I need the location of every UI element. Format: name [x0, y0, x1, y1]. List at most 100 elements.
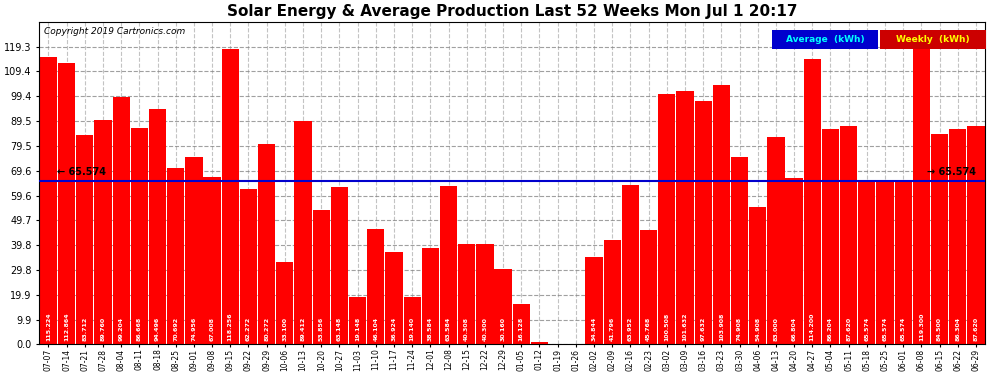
Text: 94.496: 94.496: [155, 316, 160, 340]
Text: 84.500: 84.500: [938, 316, 942, 340]
Bar: [331, 187, 348, 344]
Bar: [949, 129, 966, 344]
Bar: [822, 129, 840, 344]
Text: 53.856: 53.856: [319, 316, 324, 340]
Text: 74.956: 74.956: [191, 316, 196, 340]
Text: 46.104: 46.104: [373, 316, 378, 340]
Text: 62.272: 62.272: [246, 316, 250, 340]
Text: 112.864: 112.864: [64, 312, 69, 340]
Bar: [880, 30, 986, 49]
Bar: [58, 63, 75, 344]
Bar: [622, 185, 640, 344]
Text: 67.008: 67.008: [210, 316, 215, 340]
Bar: [731, 158, 748, 344]
Bar: [695, 101, 712, 344]
Text: 65.574: 65.574: [901, 316, 906, 340]
Bar: [476, 244, 494, 344]
Text: 45.768: 45.768: [646, 316, 651, 340]
Text: 63.952: 63.952: [628, 316, 633, 340]
Text: 33.100: 33.100: [282, 316, 287, 340]
Bar: [841, 126, 857, 344]
Text: ← 65.574: ← 65.574: [57, 167, 107, 177]
Bar: [167, 168, 184, 344]
Bar: [294, 121, 312, 344]
Text: 101.632: 101.632: [682, 312, 687, 340]
Bar: [931, 134, 948, 344]
Text: 40.300: 40.300: [482, 317, 487, 340]
Bar: [222, 49, 239, 344]
Bar: [913, 46, 930, 344]
Text: 70.692: 70.692: [173, 316, 178, 340]
Bar: [640, 230, 657, 344]
Text: 19.140: 19.140: [410, 316, 415, 340]
Bar: [131, 128, 148, 344]
Title: Solar Energy & Average Production Last 52 Weeks Mon Jul 1 20:17: Solar Energy & Average Production Last 5…: [227, 4, 797, 19]
Bar: [313, 210, 330, 344]
Text: 115.224: 115.224: [46, 312, 50, 340]
Bar: [513, 304, 530, 344]
Bar: [440, 186, 457, 344]
Text: 99.204: 99.204: [119, 316, 124, 340]
Bar: [76, 135, 93, 344]
Bar: [767, 137, 784, 344]
Text: 63.584: 63.584: [446, 316, 451, 340]
Text: Copyright 2019 Cartronics.com: Copyright 2019 Cartronics.com: [44, 27, 185, 36]
Text: 86.204: 86.204: [828, 316, 833, 340]
Text: 40.308: 40.308: [464, 316, 469, 340]
Bar: [785, 178, 803, 344]
Text: Average  (kWh): Average (kWh): [786, 35, 864, 44]
Bar: [367, 230, 384, 344]
Bar: [113, 97, 130, 344]
Bar: [204, 177, 221, 344]
Text: 16.128: 16.128: [519, 316, 524, 340]
Bar: [240, 189, 257, 344]
Text: 87.620: 87.620: [846, 316, 851, 340]
Bar: [749, 207, 766, 344]
Bar: [604, 240, 621, 344]
Bar: [404, 297, 421, 344]
Text: 97.632: 97.632: [701, 316, 706, 340]
Text: 65.574: 65.574: [882, 316, 887, 340]
Bar: [804, 59, 821, 344]
Bar: [458, 244, 475, 344]
Text: 83.712: 83.712: [82, 316, 87, 340]
Bar: [876, 181, 894, 344]
Bar: [531, 342, 548, 344]
Text: 19.148: 19.148: [355, 316, 360, 340]
Bar: [858, 181, 875, 344]
Bar: [148, 109, 166, 344]
Bar: [276, 262, 293, 344]
Bar: [94, 120, 112, 344]
Bar: [895, 181, 912, 344]
Bar: [385, 252, 403, 344]
Bar: [967, 126, 985, 344]
Text: 54.908: 54.908: [755, 316, 760, 340]
Text: 83.000: 83.000: [773, 317, 778, 340]
Text: 66.804: 66.804: [792, 316, 797, 340]
Text: 41.796: 41.796: [610, 316, 615, 340]
Text: → 65.574: → 65.574: [927, 167, 976, 177]
Text: 87.620: 87.620: [973, 316, 978, 340]
Bar: [676, 91, 694, 344]
Bar: [422, 248, 439, 344]
Text: 36.924: 36.924: [391, 316, 396, 340]
Text: 34.844: 34.844: [592, 316, 597, 340]
Text: 89.760: 89.760: [100, 316, 106, 340]
Bar: [772, 30, 878, 49]
Bar: [185, 158, 203, 344]
Text: 118.256: 118.256: [228, 312, 233, 340]
Bar: [494, 269, 512, 344]
Text: 89.412: 89.412: [301, 316, 306, 340]
Text: 86.668: 86.668: [137, 316, 142, 340]
Text: 63.148: 63.148: [337, 316, 342, 340]
Bar: [658, 94, 675, 344]
Bar: [713, 85, 730, 344]
Text: 38.584: 38.584: [428, 316, 433, 340]
Bar: [40, 57, 57, 344]
Text: 65.574: 65.574: [864, 316, 869, 340]
Text: 119.300: 119.300: [919, 312, 924, 340]
Bar: [258, 144, 275, 344]
Text: 86.304: 86.304: [955, 316, 960, 340]
Text: 103.908: 103.908: [719, 312, 724, 340]
Bar: [348, 297, 366, 344]
